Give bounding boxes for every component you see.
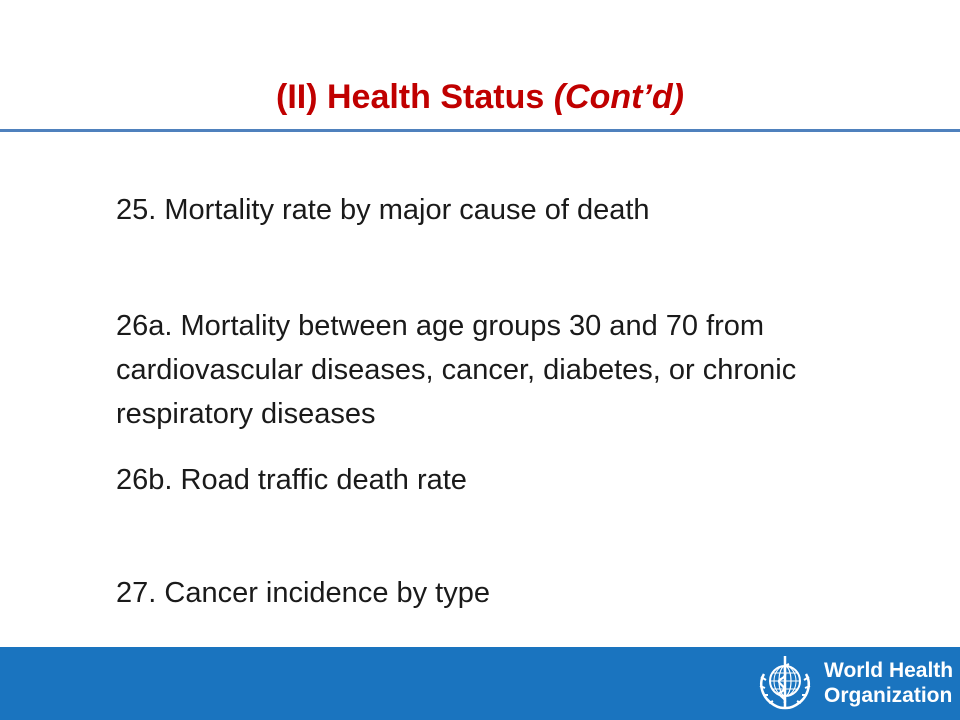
org-name-line1: World Health [824,659,954,682]
list-item: 26b. Road traffic death rate [116,464,467,496]
org-name: World Health Organization [824,658,953,708]
list-item: 25. Mortality rate by major cause of dea… [116,194,650,226]
list-item: 27. Cancer incidence by type [116,577,490,609]
title-divider [0,129,960,132]
list-item: 26a. Mortality between age groups 30 and… [116,310,797,430]
slide-title: (II) Health Status (Cont’d) [0,72,960,122]
title-suffix: (Cont’d) [553,78,684,116]
org-name-line2: Organization [824,684,953,707]
title-main: (II) Health Status [276,78,545,116]
who-emblem-icon [759,656,811,710]
who-logo: World Health Organization [752,650,953,716]
